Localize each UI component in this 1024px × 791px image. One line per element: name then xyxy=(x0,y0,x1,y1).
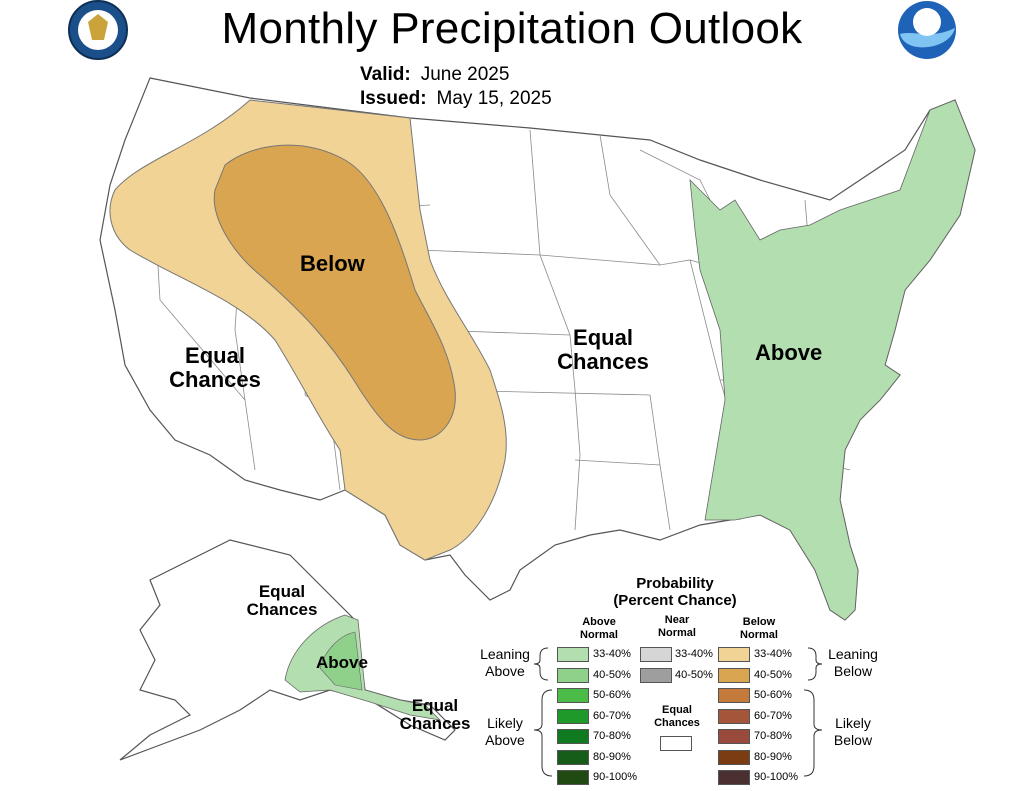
above-swatch-label-2: 40-50% xyxy=(593,668,631,681)
brace-likely-below xyxy=(803,689,823,777)
above-swatch-label-5: 70-80% xyxy=(593,730,631,742)
below-swatch-label-3: 50-60% xyxy=(754,689,792,701)
below-swatch-1 xyxy=(718,647,750,662)
legend-col-above-line1: Above xyxy=(582,616,616,628)
above-swatch-4 xyxy=(557,708,589,724)
valid-label: Valid: xyxy=(360,64,411,85)
brace-leaning-above xyxy=(533,647,549,681)
below-swatch-7 xyxy=(718,770,750,785)
legend-col-below-line2: Normal xyxy=(740,628,778,641)
legend-leaning-above-line1: Leaning xyxy=(480,646,530,662)
above-swatch-label-6: 80-90% xyxy=(593,750,631,763)
legend-leaning-above: Leaning Above xyxy=(470,646,540,680)
label-below: Below xyxy=(300,251,365,276)
label-above-east: Above xyxy=(755,340,823,365)
label-equal-central: Equal Chances xyxy=(557,325,649,374)
label-equal-west: Equal Chances xyxy=(169,343,261,392)
label-equal-alaska-north: Equal Chances xyxy=(246,582,318,620)
below-swatch-4 xyxy=(718,708,750,724)
below-swatch-6 xyxy=(718,749,750,765)
valid-period: Valid: June 2025 xyxy=(360,64,509,86)
legend-col-near-line1: Near xyxy=(664,614,690,626)
below-swatch-label-5: 70-80% xyxy=(754,730,792,742)
legend-col-near-line2: Normal xyxy=(658,626,696,639)
below-swatch-3 xyxy=(718,688,750,703)
brace-leaning-below xyxy=(807,647,823,681)
above-swatch-3 xyxy=(557,688,589,703)
brace-likely-above xyxy=(533,689,553,777)
above-swatch-1 xyxy=(557,647,589,662)
label-equal-alaska-south: Equal Chances xyxy=(399,696,471,734)
legend-likely-below-line2: Below xyxy=(833,731,873,748)
legend-equal-chances-swatch xyxy=(660,736,692,751)
legend-col-below-line1: Below xyxy=(742,616,776,628)
legend-title-line2: (Percent Chance) xyxy=(613,591,737,609)
below-swatch-2 xyxy=(718,667,750,683)
legend-equal-line2: Chances xyxy=(654,716,700,729)
near-swatch-label-1: 33-40% xyxy=(675,648,713,660)
noaa-logo xyxy=(898,1,956,59)
legend-title-line1: Probability xyxy=(636,575,714,592)
near-swatch-1 xyxy=(640,647,672,662)
issued-label: Issued: xyxy=(360,88,427,109)
issued-value: May 15, 2025 xyxy=(436,88,552,109)
legend-col-near: Near Normal xyxy=(642,614,712,639)
legend-equal-chances: Equal Chances xyxy=(642,704,712,729)
legend-leaning-below: Leaning Below xyxy=(818,646,888,680)
page-title: Monthly Precipitation Outlook xyxy=(221,4,803,53)
above-swatch-5 xyxy=(557,729,589,744)
legend-equal-line1: Equal xyxy=(662,704,692,716)
legend-leaning-above-line2: Above xyxy=(485,662,525,679)
legend-col-above: Above Normal xyxy=(564,616,634,641)
above-swatch-label-7: 90-100% xyxy=(593,771,638,783)
department-of-commerce-seal xyxy=(68,0,128,60)
below-swatch-label-6: 80-90% xyxy=(754,750,792,763)
below-region-outer xyxy=(109,99,507,561)
alaska-above-region xyxy=(284,614,442,721)
legend-likely-above: Likely Above xyxy=(470,715,540,749)
above-swatch-label-4: 60-70% xyxy=(593,709,631,722)
below-swatch-5 xyxy=(718,729,750,744)
label-above-alaska: Above xyxy=(316,653,368,672)
below-swatch-label-7: 90-100% xyxy=(754,771,799,783)
legend-likely-below-line1: Likely xyxy=(835,715,871,731)
issued-date: Issued: May 15, 2025 xyxy=(360,88,552,110)
below-swatch-label-1: 33-40% xyxy=(754,648,792,660)
legend-leaning-below-line2: Below xyxy=(833,662,873,679)
legend-col-above-line2: Normal xyxy=(580,628,618,641)
below-swatch-label-2: 40-50% xyxy=(754,668,792,681)
legend-likely-above-line1: Likely xyxy=(487,715,523,731)
above-swatch-2 xyxy=(557,667,589,683)
legend-likely-above-line2: Above xyxy=(485,731,525,748)
above-swatch-6 xyxy=(557,749,589,765)
above-region-east xyxy=(689,99,976,621)
near-swatch-2 xyxy=(640,667,672,683)
below-region-inner xyxy=(213,144,456,441)
alaska-above-region-inner xyxy=(319,631,363,691)
legend-col-below: Below Normal xyxy=(724,616,794,641)
valid-value: June 2025 xyxy=(420,64,510,85)
above-swatch-label-1: 33-40% xyxy=(593,648,631,660)
legend-leaning-below-line1: Leaning xyxy=(828,646,878,662)
above-swatch-label-3: 50-60% xyxy=(593,689,631,701)
near-swatch-label-2: 40-50% xyxy=(675,668,713,681)
above-swatch-7 xyxy=(557,770,589,785)
below-swatch-label-4: 60-70% xyxy=(754,709,792,722)
legend-likely-below: Likely Below xyxy=(818,715,888,749)
legend-title: Probability (Percent Chance) xyxy=(595,575,755,609)
